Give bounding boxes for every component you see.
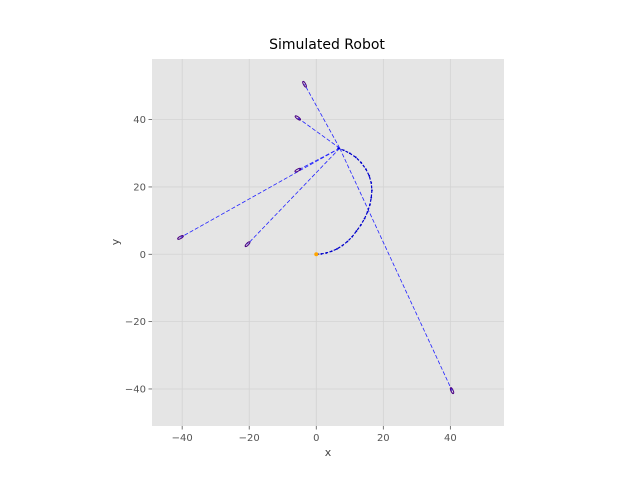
trajectory-point <box>320 253 323 255</box>
landmark-markers <box>177 80 455 395</box>
trajectory-point <box>364 168 367 171</box>
y-tick-label: −40 <box>125 384 146 395</box>
x-axis-label: x <box>325 446 332 459</box>
measurement-ray <box>247 147 341 245</box>
start-point <box>314 252 319 257</box>
trajectory-point <box>359 224 362 226</box>
landmark-marker <box>294 167 302 173</box>
x-tick-label: −40 <box>172 433 193 444</box>
trajectory-point <box>363 217 366 220</box>
x-tick-label: −20 <box>239 433 260 444</box>
y-tick-label: 0 <box>140 250 146 261</box>
trajectory-point <box>370 182 373 184</box>
x-tick-label: 0 <box>313 433 319 444</box>
x-axis-ticks: −40 −20 0 20 40 <box>172 426 457 444</box>
trajectory-point <box>351 235 354 238</box>
trajectory-point <box>342 149 345 152</box>
plot-area <box>152 59 504 426</box>
landmark-marker <box>244 241 251 248</box>
landmark-marker <box>302 80 307 88</box>
measurement-ray <box>297 117 340 149</box>
y-tick-label: 20 <box>133 182 146 193</box>
trajectory-point <box>369 203 371 206</box>
grid-lines <box>152 59 504 426</box>
trajectory-point <box>360 161 363 164</box>
trajectory-point <box>330 250 333 253</box>
trajectory-point <box>368 174 371 177</box>
trajectory-point <box>348 152 351 155</box>
measurement-rays <box>180 84 453 391</box>
trajectory-line <box>316 147 373 255</box>
trajectory-point <box>366 210 369 213</box>
measurement-ray <box>180 147 340 238</box>
y-axis-label: y <box>109 238 122 245</box>
trajectory-point <box>337 147 339 150</box>
trajectory-point <box>336 247 338 250</box>
trajectory-point <box>346 240 349 243</box>
trajectory-point <box>371 189 373 192</box>
trajectory <box>314 147 373 257</box>
chart-title: Simulated Robot <box>269 37 385 53</box>
trajectory-point <box>370 196 373 199</box>
measurement-ray <box>339 148 453 391</box>
landmark-marker <box>177 235 184 240</box>
x-tick-label: 40 <box>444 433 457 444</box>
trajectory-point <box>341 244 344 247</box>
landmark-marker <box>294 115 302 121</box>
y-axis-ticks: −40 −20 0 20 40 <box>125 115 152 395</box>
trajectory-point <box>354 156 357 159</box>
trajectory-point <box>355 230 358 232</box>
y-tick-label: 40 <box>133 115 146 126</box>
x-tick-label: 20 <box>377 433 390 444</box>
y-tick-label: −20 <box>125 317 146 328</box>
trajectory-point <box>325 252 328 254</box>
landmark-marker <box>449 387 455 395</box>
measurement-ray <box>304 84 341 149</box>
